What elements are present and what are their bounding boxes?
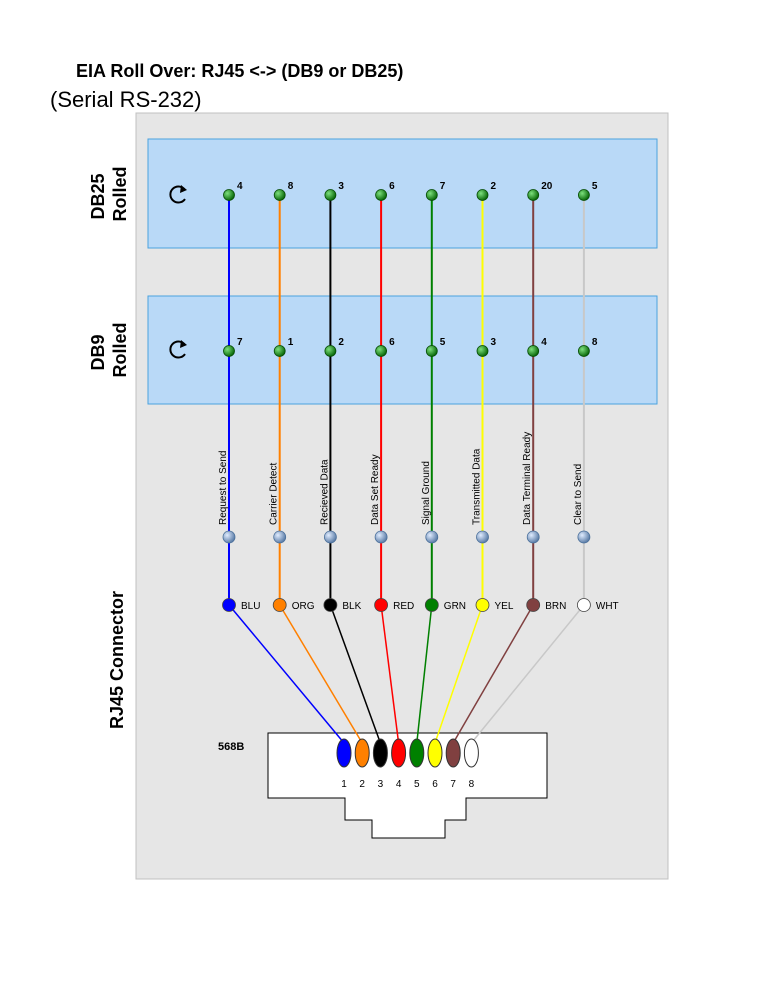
db25-pin (273, 189, 286, 201)
rj45-color-dot (222, 598, 236, 612)
connector-dot (222, 530, 236, 544)
signal-label: Carrier Detect (269, 463, 280, 525)
db9-pin-number: 1 (288, 337, 294, 348)
rj45-pin-contact (391, 738, 407, 768)
db9-pin-number: 8 (592, 337, 598, 348)
rj45-section-label: RJ45 Connector (107, 591, 127, 729)
db9-pin (476, 345, 489, 357)
standard-label: 568B (218, 741, 244, 753)
rj45-pin-contact (445, 738, 461, 768)
db9-pin (527, 345, 540, 357)
rj45-pin-contact (336, 738, 352, 768)
wire-lead-red (380, 604, 400, 744)
rj45-color-dot (272, 598, 287, 612)
db25-pin-number: 3 (338, 181, 344, 192)
rj45-pin-number: 4 (396, 779, 402, 790)
diagram-subtitle: (Serial RS-232) (50, 87, 202, 112)
db9-pin-number: 3 (491, 337, 497, 348)
wire-color-label: WHT (596, 601, 619, 612)
rj45-pin-number: 5 (414, 779, 420, 790)
rj45-pin-contact (427, 738, 443, 768)
db25-pin-number: 20 (541, 181, 553, 192)
signal-label: Recieved Data (319, 459, 330, 525)
connector-dot (526, 530, 540, 544)
rj45-pin-number: 6 (432, 779, 438, 790)
signal-label: Data Terminal Ready (522, 432, 533, 525)
rj45-pin-contact (409, 738, 425, 768)
db25-pin-number: 7 (440, 181, 446, 192)
rj45-color-dot (526, 598, 541, 612)
db9-pin (578, 345, 590, 357)
rj45-pin-number: 3 (378, 779, 384, 790)
rj45-pin-number: 1 (341, 779, 347, 790)
db9-pin (324, 345, 337, 357)
connector-dot (425, 530, 439, 544)
wire-lead-yel (434, 604, 484, 744)
signal-label: Transmitted Data (472, 448, 483, 525)
rj45-pin-contact (463, 738, 479, 768)
wire-lead-blu (228, 604, 345, 744)
rj45-pin-number: 8 (469, 779, 475, 790)
db25-pin (527, 189, 540, 201)
db9-pin-number: 5 (440, 337, 446, 348)
wire-color-label: RED (393, 601, 414, 612)
db9-pin-number: 4 (541, 337, 547, 348)
rotate-icon (169, 185, 187, 204)
db9-pin (375, 345, 388, 357)
connector-dot (374, 530, 388, 544)
db9-pin (273, 345, 286, 357)
diagram-title: EIA Roll Over: RJ45 <-> (DB9 or DB25) (76, 61, 404, 81)
rj45-color-dot (374, 598, 389, 612)
db25-pin-number: 4 (237, 181, 243, 192)
db9-section-label: DB9 Rolled (88, 322, 130, 377)
wire-color-label: YEL (495, 601, 514, 612)
rj45-pin-number: 2 (359, 779, 365, 790)
db25-section-label: DB25 Rolled (88, 166, 130, 221)
db9-pin (425, 345, 438, 357)
rj45-color-dot (475, 598, 490, 612)
wire-color-label: BLK (342, 601, 361, 612)
wire-color-label: BLU (241, 601, 260, 612)
wire-color-label: BRN (545, 601, 566, 612)
rj45-color-dot (424, 598, 439, 612)
db25-pin (375, 189, 388, 201)
db25-pin-number: 6 (389, 181, 395, 192)
signal-label: Clear to Send (573, 464, 584, 525)
db9-pin-number: 7 (237, 337, 243, 348)
db25-pin (425, 189, 438, 201)
connector-dot (273, 530, 287, 544)
db25-pin-number: 8 (288, 181, 294, 192)
rj45-pin-contact (354, 738, 370, 768)
wire-lead-brn (452, 604, 534, 744)
db9-pin-number: 6 (389, 337, 395, 348)
wire-color-label: GRN (444, 601, 466, 612)
rj45-color-dot (577, 598, 591, 612)
wire-color-label: ORG (292, 601, 315, 612)
rj45-color-dot (323, 598, 338, 612)
db25-pin (578, 189, 590, 201)
signal-label: Data Set Ready (370, 454, 381, 525)
signal-label: Request to Send (218, 451, 229, 526)
db9-pin (223, 345, 235, 357)
rj45-pin-contact (372, 738, 388, 768)
wire-lead-blk (329, 604, 382, 744)
connector-dot (476, 530, 489, 544)
wire-lead-grn (416, 604, 433, 744)
db25-pin-number: 5 (592, 181, 598, 192)
rj45-pin-number: 7 (450, 779, 456, 790)
db25-pin (324, 189, 337, 201)
db25-pin-number: 2 (491, 181, 497, 192)
wire-lead-wht (470, 604, 585, 744)
rotate-icon (169, 340, 187, 359)
db25-pin (476, 189, 489, 201)
db9-pin-number: 2 (338, 337, 344, 348)
wire-lead-org (279, 604, 363, 744)
connector-dot (577, 530, 591, 544)
connector-dot (323, 530, 337, 544)
signal-label: Signal Ground (421, 461, 432, 525)
db25-pin (223, 189, 235, 201)
